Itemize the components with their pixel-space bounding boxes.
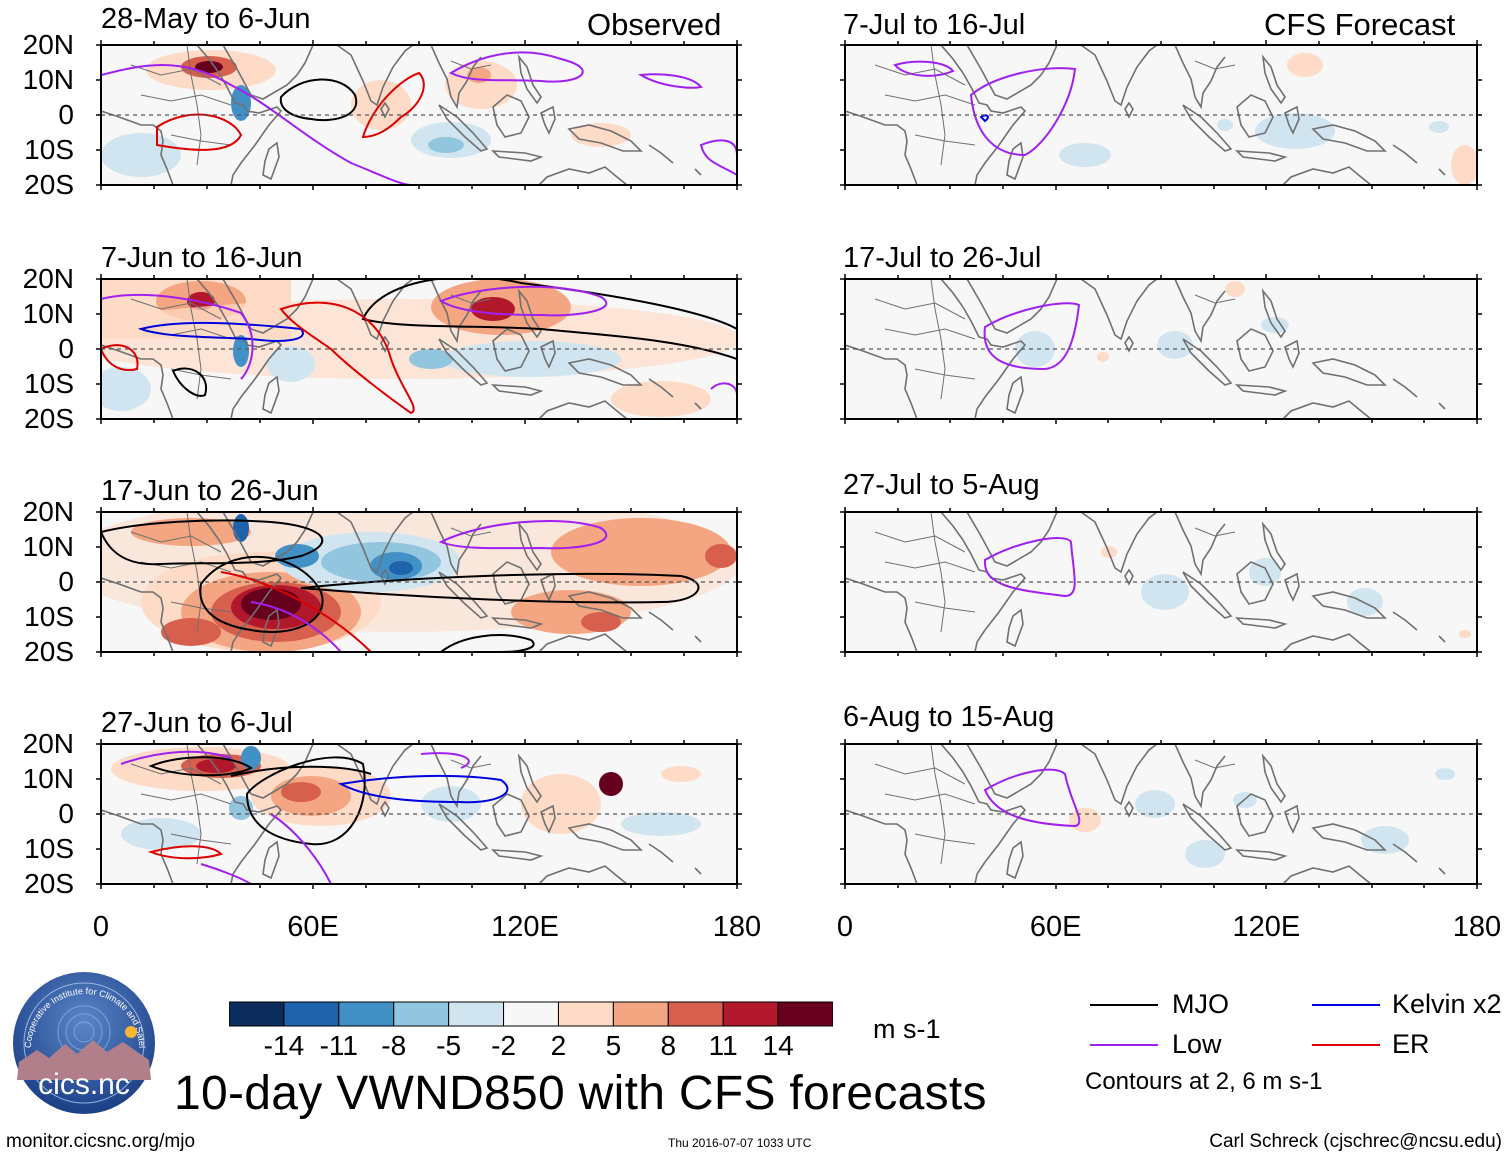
footer-url[interactable]: monitor.cicsnc.org/mjo [6, 1131, 196, 1152]
longitude-label: 120E [1232, 911, 1301, 943]
colorbar-segment [229, 1001, 285, 1027]
footer-author: Carl Schreck (cjschrec@ncsu.edu) [1209, 1131, 1502, 1152]
map-panels [95, 39, 1483, 890]
latitude-label: 20S [24, 403, 74, 434]
legend-label-kelvin: Kelvin x2 [1392, 989, 1502, 1019]
panel-title: 17-Jun to 26-Jun [101, 475, 319, 507]
colorbar-tick-label: -2 [491, 1030, 516, 1061]
colorbar-segment [612, 1001, 669, 1027]
colorbar-tick-label: -5 [436, 1030, 462, 1061]
panel-title: 17-Jul to 26-Jul [843, 242, 1042, 274]
colorbar-tick-label: -8 [381, 1030, 407, 1061]
latitude-label: 10N [22, 298, 74, 329]
observed-panel-3 [95, 506, 743, 658]
panel-title: 7-Jun to 16-Jun [101, 242, 303, 274]
longitude-label: 180 [1452, 911, 1502, 943]
colorbar-tick-label: 11 [708, 1030, 738, 1061]
latitude-label: 10S [24, 368, 74, 399]
colorbar-segment [557, 1001, 614, 1027]
panel-title: 28-May to 6-Jun [101, 3, 311, 35]
latitude-label: 0 [58, 99, 74, 130]
colorbar-segment [283, 1001, 340, 1027]
latitude-label: 0 [58, 333, 74, 364]
legend-swatch-mjo [1090, 1004, 1158, 1006]
main-title: 10-day VWND850 with CFS forecasts [174, 1067, 987, 1120]
colorbar-segment [503, 1001, 559, 1027]
colorbar [229, 1001, 833, 1027]
latitude-label: 20N [22, 496, 74, 527]
legend-label-low: Low [1172, 1029, 1222, 1059]
longitude-label: 180 [712, 911, 762, 943]
legend-label-er: ER [1392, 1029, 1430, 1059]
latitude-label: 10S [24, 833, 74, 864]
colorbar-segment [722, 1001, 779, 1027]
latitude-label: 10N [22, 763, 74, 794]
logo-text: cics.nc [38, 1068, 130, 1101]
footer-date: Thu 2016-07-07 1033 UTC [668, 1136, 812, 1150]
colorbar-tick-label: -11 [319, 1030, 358, 1061]
observed-panel-1 [95, 39, 743, 191]
latitude-label: 20N [22, 728, 74, 759]
latitude-label: 20N [22, 29, 74, 60]
longitude-label: 60E [1029, 911, 1082, 943]
colorbar-segment [667, 1001, 724, 1027]
latitude-label: 10S [24, 134, 74, 165]
legend-label-mjo: MJO [1172, 989, 1229, 1019]
colorbar-segment [777, 1001, 833, 1027]
latitude-label: 10S [24, 601, 74, 632]
forecast-panel-4 [839, 738, 1483, 890]
colorbar-tick-label: -14 [263, 1030, 305, 1061]
panel-title: 6-Aug to 15-Aug [843, 701, 1055, 733]
colorbar-segment [338, 1001, 395, 1027]
colorbar-units: m s-1 [873, 1014, 941, 1044]
observed-panel-2 [95, 273, 743, 425]
legend-swatch-kelvin [1312, 1004, 1380, 1006]
latitude-label: 20S [24, 636, 74, 667]
latitude-label: 0 [58, 798, 74, 829]
observed-panel-4 [95, 738, 743, 890]
longitude-label: 0 [92, 911, 110, 943]
latitude-label: 20S [24, 868, 74, 899]
colorbar-tick-label: 14 [762, 1030, 794, 1061]
latitude-label: 0 [58, 566, 74, 597]
contour-note: Contours at 2, 6 m s-1 [1085, 1068, 1323, 1095]
forecast-panel-3 [839, 506, 1483, 658]
panel-title: 27-Jul to 5-Aug [843, 469, 1040, 501]
panel-title: 7-Jul to 16-Jul [843, 9, 1026, 41]
longitude-label: 60E [287, 911, 339, 943]
cics-logo: Cooperative Institute for Climate and Sa… [11, 970, 155, 1114]
longitude-label: 0 [836, 911, 854, 943]
colorbar-segment [393, 1001, 450, 1027]
colorbar-tick-label: 5 [605, 1030, 622, 1061]
colorbar-tick-label: 2 [550, 1030, 567, 1061]
legend-swatch-low [1090, 1044, 1158, 1046]
latitude-label: 10N [22, 531, 74, 562]
legend-swatch-er [1312, 1044, 1380, 1046]
colorbar-segment [448, 1001, 505, 1027]
longitude-label: 120E [491, 911, 559, 943]
forecast-label: CFS Forecast [1264, 7, 1456, 42]
colorbar-tick-label: 8 [660, 1030, 677, 1061]
panel-title: 27-Jun to 6-Jul [101, 707, 293, 739]
latitude-label: 10N [22, 64, 74, 95]
latitude-label: 20N [22, 263, 74, 294]
latitude-label: 20S [24, 169, 74, 200]
forecast-panel-1 [839, 39, 1483, 191]
forecast-panel-2 [839, 273, 1483, 425]
observed-label: Observed [587, 7, 722, 42]
